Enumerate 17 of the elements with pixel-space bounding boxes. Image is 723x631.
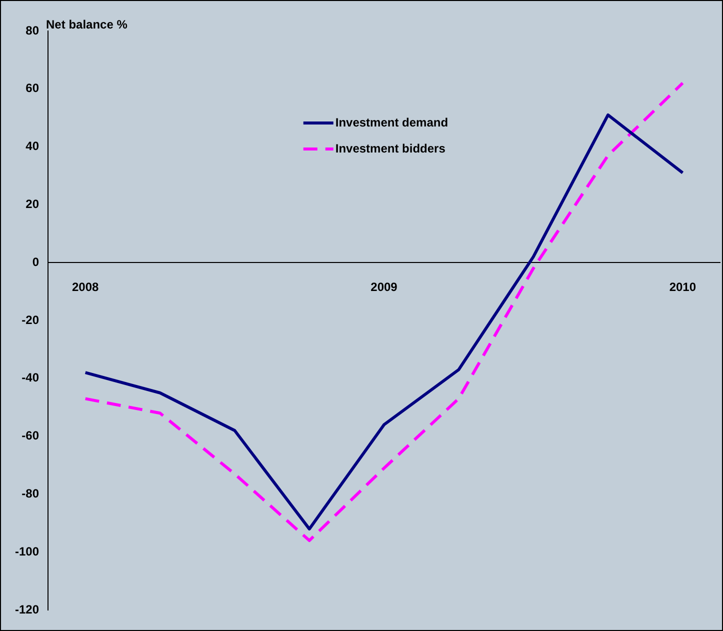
y-tick-label: 40 xyxy=(26,139,40,154)
y-tick-label: 0 xyxy=(32,254,40,269)
x-tick-label: 2008 xyxy=(72,280,100,294)
x-tick-label: 2010 xyxy=(669,280,696,294)
legend-label: Investment demand xyxy=(335,115,448,130)
y-tick-label: -80 xyxy=(22,486,40,501)
legend-label: Investment bidders xyxy=(335,141,446,156)
y-tick-label: -20 xyxy=(22,312,40,327)
y-tick-label: -100 xyxy=(14,544,40,558)
y-tick-label: -120 xyxy=(14,602,40,616)
x-tick-label: 2009 xyxy=(370,280,398,294)
y-tick-label: 80 xyxy=(26,23,40,38)
y-tick-label: 60 xyxy=(26,81,40,96)
y-axis-title: Net balance % xyxy=(46,17,128,32)
y-tick-label: -60 xyxy=(22,428,40,443)
y-tick-label: -40 xyxy=(22,370,40,385)
y-tick-label: 20 xyxy=(26,197,40,212)
